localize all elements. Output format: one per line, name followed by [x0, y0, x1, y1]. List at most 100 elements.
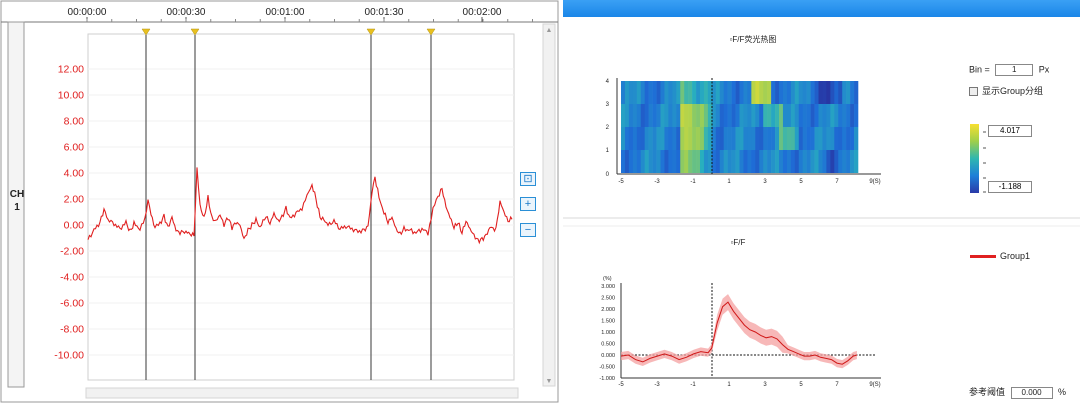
colorbar-max-input[interactable]: 4.017 — [988, 125, 1032, 137]
heatmap-cell — [652, 127, 657, 150]
group-toggle[interactable]: 显示Group分组 — [969, 84, 1043, 97]
heatmap-cell — [719, 150, 724, 173]
y-tick-label: 2.00 — [64, 194, 85, 206]
y-tick-label: -4.00 — [60, 272, 84, 284]
heatmap-cell — [648, 104, 653, 127]
signal-trace — [87, 167, 513, 245]
heatmap-cell — [830, 127, 835, 150]
signal-plot[interactable]: 00:00:00 00:00:30 00:01:00 00:01:30 00:02:00… — [0, 0, 560, 405]
zoom-in-button[interactable]: + — [520, 197, 536, 211]
trace-x-tick: 7 — [835, 382, 839, 388]
heatmap-cell — [767, 81, 772, 104]
y-tick-label: -6.00 — [60, 298, 84, 310]
heatmap-cell — [771, 127, 776, 150]
checkbox-icon[interactable] — [969, 87, 978, 97]
heatmap-cell — [640, 81, 645, 104]
heatmap-cell — [676, 104, 681, 127]
heatmap-cell — [822, 150, 827, 173]
heatmap-cell — [763, 127, 768, 150]
heatmap-cell — [794, 150, 800, 173]
y-tick-label: -10.00 — [54, 350, 84, 362]
heatmap-cell — [656, 127, 661, 150]
heatmap-cell — [826, 81, 831, 104]
heatmap-cell — [688, 81, 693, 104]
heatmap-cell — [696, 81, 701, 104]
heatmap-cell — [826, 104, 831, 127]
bin-input[interactable]: 1 — [995, 64, 1034, 76]
trace-mean-line — [620, 301, 858, 365]
heatmap-cell — [854, 104, 859, 127]
plot-area — [87, 33, 515, 381]
heatmap-cell — [834, 81, 839, 104]
event-marker-icon[interactable] — [366, 28, 376, 36]
heatmap-cell — [763, 81, 768, 104]
heatmap-cell — [711, 81, 717, 104]
heatmap-cell — [696, 150, 701, 173]
heatmap-cell — [810, 127, 815, 150]
heatmap-cell — [624, 150, 630, 173]
zoom-out-button[interactable]: − — [520, 223, 536, 237]
y-tick-label: 4.00 — [64, 168, 85, 180]
heatmap-cell — [846, 150, 851, 173]
heatmap-cell — [767, 104, 772, 127]
heatmap-cell — [842, 127, 847, 150]
minus-icon: − — [524, 224, 532, 236]
colorbar-min-input[interactable]: -1.188 — [988, 181, 1032, 193]
channel-label: CH1 — [9, 189, 25, 213]
time-tick-label: 00:00:30 — [167, 7, 206, 18]
heatmap-cell — [735, 127, 740, 150]
heatmap-x-tick: 9(S) — [869, 179, 880, 185]
ref-unit: % — [1058, 387, 1067, 397]
trace-x-tick: -1 — [690, 382, 696, 388]
heatmap-cell — [850, 150, 855, 173]
heatmap-cell — [802, 81, 807, 104]
heatmap-cell — [810, 150, 815, 173]
event-marker-icon[interactable] — [141, 28, 151, 36]
fit-button[interactable]: ⊡ — [520, 172, 536, 186]
heatmap-cell — [692, 127, 697, 150]
heatmap-cell — [692, 81, 697, 104]
heatmap-cell — [688, 150, 693, 173]
heatmap-cell — [802, 127, 807, 150]
heatmap-cell — [715, 150, 721, 173]
event-markers[interactable] — [141, 28, 436, 36]
heatmap-cell — [632, 81, 638, 104]
reference-threshold: 参考阈值 0.000 % — [969, 385, 1066, 399]
heatmap-cell — [703, 150, 709, 173]
event-marker-icon[interactable] — [190, 28, 200, 36]
heatmap-cell — [854, 150, 859, 173]
ref-input[interactable]: 0.000 — [1010, 386, 1053, 399]
bin-control: Bin = 1 Px — [969, 64, 1049, 76]
heatmap-cell — [854, 127, 859, 150]
heatmap-cell — [794, 127, 800, 150]
trace-x-tick: 3 — [763, 382, 767, 388]
trace-y-tick: -1.000 — [599, 376, 615, 382]
heatmap-cell — [668, 81, 673, 104]
heatmap-cell — [834, 127, 839, 150]
vertical-scrollbar[interactable] — [542, 23, 556, 387]
y-tick-label: 10.00 — [58, 90, 84, 102]
heatmap-cell — [664, 127, 669, 150]
heatmap-cell — [751, 81, 756, 104]
time-tick-label: 00:02:00 — [463, 7, 502, 18]
horizontal-scrollbar[interactable] — [85, 387, 519, 399]
heatmap-cell — [676, 81, 681, 104]
heatmap-cell — [648, 81, 653, 104]
heatmap-cell — [786, 104, 792, 127]
bin-unit: Px — [1038, 64, 1050, 75]
heatmap — [621, 81, 859, 173]
heatmap-cell — [684, 150, 689, 173]
scroll-down-arrow-icon[interactable]: ▼ — [546, 378, 553, 385]
scroll-up-arrow-icon[interactable]: ▲ — [546, 27, 553, 34]
trace-axes: 3.000 2.500 2.000 1.500 1.000 0.500 0.000 -0.50… — [599, 283, 881, 388]
heatmap-cell — [640, 104, 645, 127]
trace-y-tick: 0.000 — [601, 353, 615, 359]
event-marker-icon[interactable] — [426, 28, 436, 36]
heatmap-cell — [735, 150, 740, 173]
heatmap-x-tick: 1 — [727, 179, 731, 185]
heatmap-cell — [644, 127, 649, 150]
heatmap-cell — [668, 127, 673, 150]
group-toggle-label: 显示Group分组 — [982, 86, 1044, 96]
heatmap-cell — [719, 127, 724, 150]
trace-unit: (%) — [603, 276, 612, 282]
